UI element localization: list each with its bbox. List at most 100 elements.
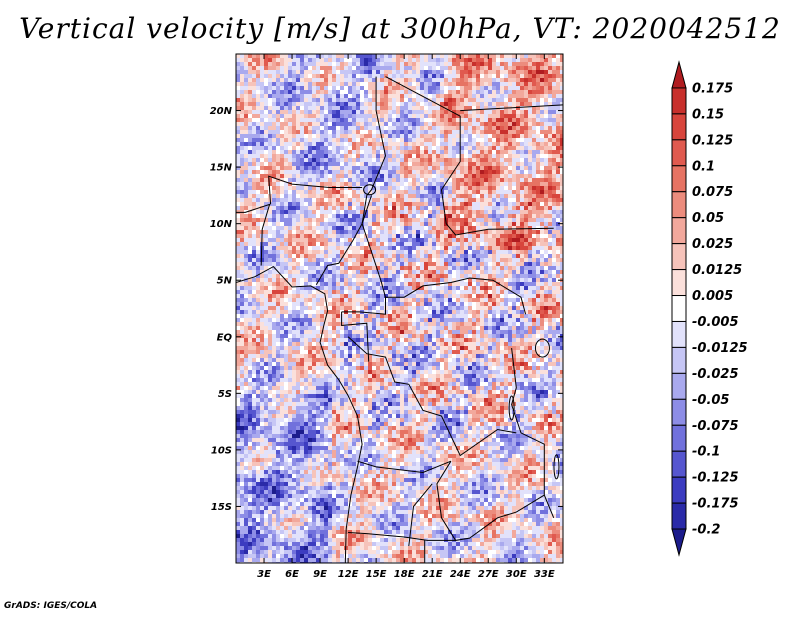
field-cell (460, 62, 464, 66)
field-cell (320, 94, 324, 98)
field-cell (428, 170, 432, 174)
field-cell (372, 66, 376, 70)
field-cell (300, 206, 304, 210)
field-cell (276, 86, 280, 90)
field-cell (468, 294, 472, 298)
field-cell (520, 58, 524, 62)
field-cell (348, 286, 352, 290)
field-cell (436, 230, 440, 234)
field-cell (308, 74, 312, 78)
field-cell (468, 54, 472, 58)
field-cell (448, 246, 452, 250)
field-cell (432, 202, 436, 206)
field-cell (468, 194, 472, 198)
field-cell (440, 210, 444, 214)
field-cell (552, 74, 556, 78)
field-cell (380, 266, 384, 270)
field-cell (268, 218, 272, 222)
field-cell (464, 122, 468, 126)
field-cell (404, 198, 408, 202)
field-cell (368, 54, 372, 58)
field-cell (408, 294, 412, 298)
field-cell (312, 266, 316, 270)
field-cell (264, 114, 268, 118)
field-cell (560, 246, 563, 250)
field-cell (268, 226, 272, 230)
field-cell (356, 162, 360, 166)
field-cell (268, 186, 272, 190)
field-cell (272, 194, 276, 198)
field-cell (540, 98, 544, 102)
field-cell (312, 94, 316, 98)
field-cell (392, 54, 396, 58)
field-cell (536, 70, 540, 74)
field-cell (484, 234, 488, 238)
field-cell (256, 282, 260, 286)
field-cell (484, 186, 488, 190)
field-cell (372, 202, 376, 206)
field-cell (456, 178, 460, 182)
field-cell (320, 230, 324, 234)
field-cell (424, 142, 428, 146)
field-cell (524, 142, 528, 146)
field-cell (296, 94, 300, 98)
field-cell (344, 54, 348, 58)
field-cell (464, 230, 468, 234)
field-cell (488, 58, 492, 62)
field-cell (552, 246, 556, 250)
field-cell (500, 270, 504, 274)
field-cell (364, 82, 368, 86)
field-cell (512, 266, 516, 270)
field-cell (372, 98, 376, 102)
field-cell (284, 246, 288, 250)
field-cell (344, 254, 348, 258)
field-cell (256, 82, 260, 86)
field-cell (360, 266, 364, 270)
field-cell (500, 198, 504, 202)
field-cell (536, 222, 540, 226)
field-cell (344, 278, 348, 282)
field-cell (264, 278, 268, 282)
field-cell (416, 274, 420, 278)
field-cell (436, 134, 440, 138)
field-cell (524, 210, 528, 214)
field-cell (456, 70, 460, 74)
field-cell (548, 122, 552, 126)
field-cell (308, 94, 312, 98)
field-cell (444, 118, 448, 122)
field-cell (552, 290, 556, 294)
field-cell (272, 122, 276, 126)
field-cell (392, 138, 396, 142)
field-cell (384, 78, 388, 82)
field-cell (288, 74, 292, 78)
field-cell (408, 290, 412, 294)
field-cell (280, 254, 284, 258)
field-cell (476, 122, 480, 126)
field-cell (328, 230, 332, 234)
field-cell (296, 98, 300, 102)
field-cell (332, 118, 336, 122)
field-cell (360, 178, 364, 182)
field-cell (252, 154, 256, 158)
field-cell (384, 270, 388, 274)
field-cell (488, 74, 492, 78)
field-cell (544, 110, 548, 114)
field-cell (324, 130, 328, 134)
field-cell (464, 246, 468, 250)
field-cell (500, 234, 504, 238)
field-cell (412, 134, 416, 138)
field-cell (264, 238, 268, 242)
field-cell (424, 170, 428, 174)
field-cell (552, 262, 556, 266)
field-cell (452, 294, 456, 298)
field-cell (324, 202, 328, 206)
field-cell (348, 174, 352, 178)
field-cell (400, 114, 404, 118)
field-cell (256, 290, 260, 294)
field-cell (420, 230, 424, 234)
field-cell (320, 170, 324, 174)
field-cell (316, 114, 320, 118)
field-cell (524, 294, 528, 298)
field-cell (548, 134, 552, 138)
field-cell (260, 266, 264, 270)
